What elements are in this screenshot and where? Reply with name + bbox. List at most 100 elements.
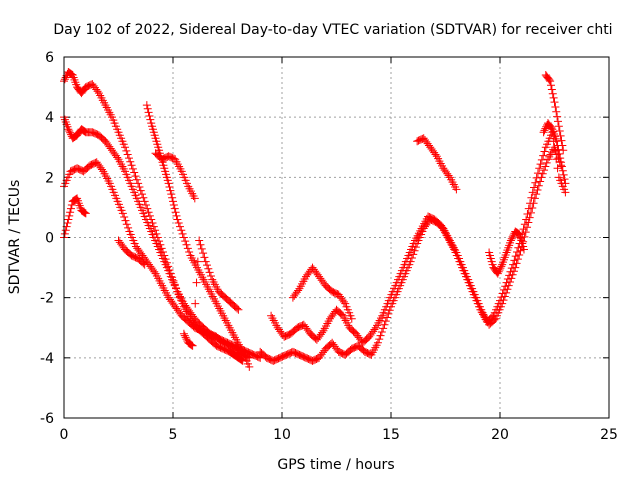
data-point-marker xyxy=(64,215,73,224)
data-point-marker xyxy=(139,259,148,268)
data-point-marker xyxy=(376,331,385,340)
data-point-marker xyxy=(384,309,393,318)
data-point-marker xyxy=(497,293,506,302)
data-point-marker xyxy=(189,320,198,329)
data-point-marker xyxy=(171,208,180,217)
data-point-marker xyxy=(514,243,523,252)
data-point-marker xyxy=(540,126,549,135)
data-point-marker xyxy=(143,204,152,213)
data-point-marker xyxy=(199,249,208,258)
data-point-marker xyxy=(128,164,137,173)
data-point-marker xyxy=(547,81,556,90)
data-point-marker xyxy=(507,234,516,243)
data-point-marker xyxy=(507,264,516,273)
data-point-marker xyxy=(61,226,70,235)
data-point-marker xyxy=(168,193,177,202)
y-tick-label: -2 xyxy=(40,291,54,307)
data-point-marker xyxy=(183,244,192,253)
data-point-marker xyxy=(186,340,195,349)
data-point-marker xyxy=(167,190,176,199)
data-point-marker xyxy=(113,153,122,162)
data-point-marker xyxy=(503,275,512,284)
data-point-marker xyxy=(547,85,556,94)
series-track-n xyxy=(485,227,528,278)
data-point-marker xyxy=(385,306,394,315)
y-tick-label: -6 xyxy=(40,411,54,427)
data-point-marker xyxy=(204,264,213,273)
series-track-a xyxy=(60,68,247,365)
series-track-g xyxy=(179,236,243,350)
data-point-marker xyxy=(537,155,546,164)
data-point-marker xyxy=(132,175,141,184)
x-tick-label: 5 xyxy=(169,427,178,443)
data-point-marker xyxy=(124,223,133,232)
data-point-marker xyxy=(122,220,131,229)
x-tick-label: 0 xyxy=(60,427,69,443)
data-point-marker xyxy=(165,182,174,191)
data-point-marker xyxy=(541,162,550,171)
y-tick-label: 6 xyxy=(45,50,54,66)
data-point-marker xyxy=(177,226,186,235)
data-point-marker xyxy=(509,260,518,269)
data-point-marker xyxy=(164,179,173,188)
data-point-marker xyxy=(508,232,517,241)
data-point-marker xyxy=(234,305,243,314)
data-point-marker xyxy=(141,201,150,210)
data-point-marker xyxy=(200,253,209,262)
data-point-marker xyxy=(179,233,188,242)
data-point-marker xyxy=(560,175,569,184)
data-point-marker xyxy=(530,194,539,203)
data-point-marker xyxy=(540,147,549,156)
data-point-marker xyxy=(561,188,570,197)
data-point-marker xyxy=(553,112,562,121)
data-point-marker xyxy=(233,304,242,313)
data-point-marker xyxy=(499,285,508,294)
data-point-marker xyxy=(196,240,205,249)
y-tick-label: 2 xyxy=(45,170,54,186)
data-point-marker xyxy=(170,204,179,213)
data-point-marker xyxy=(381,317,390,326)
data-point-marker xyxy=(139,193,148,202)
data-point-marker xyxy=(65,211,74,220)
data-point-marker xyxy=(145,111,154,120)
data-point-marker xyxy=(140,260,149,269)
data-point-marker xyxy=(377,327,386,336)
data-point-marker xyxy=(409,250,418,259)
y-tick-label: 4 xyxy=(45,110,54,126)
data-point-marker xyxy=(370,325,379,334)
data-point-marker xyxy=(551,102,560,111)
data-point-marker xyxy=(126,157,135,166)
data-point-marker xyxy=(203,261,212,270)
data-point-marker xyxy=(539,151,548,160)
data-point-marker xyxy=(538,169,547,178)
data-point-marker xyxy=(519,225,528,234)
data-point-marker xyxy=(142,101,151,110)
data-point-marker xyxy=(182,335,191,344)
data-point-marker xyxy=(205,268,214,277)
data-point-marker xyxy=(525,213,534,222)
data-point-marker xyxy=(120,213,129,222)
series-track-j xyxy=(288,263,356,323)
data-point-marker xyxy=(561,179,570,188)
data-point-marker xyxy=(559,146,568,155)
data-point-marker xyxy=(502,278,511,287)
data-point-marker xyxy=(66,204,75,213)
chart-title: Day 102 of 2022, Sidereal Day-to-day VTE… xyxy=(53,22,612,38)
data-point-marker xyxy=(553,117,562,126)
data-point-marker xyxy=(60,75,69,84)
data-point-marker xyxy=(192,278,201,287)
data-point-marker xyxy=(172,211,181,220)
data-point-marker xyxy=(547,123,556,132)
data-point-marker xyxy=(526,208,535,217)
data-point-marker xyxy=(66,208,75,217)
data-point-marker xyxy=(511,252,520,261)
x-tick-label: 20 xyxy=(491,427,509,443)
data-point-marker xyxy=(72,194,81,203)
data-point-marker xyxy=(514,229,523,238)
data-point-marker xyxy=(558,141,567,150)
data-point-marker xyxy=(138,190,147,199)
data-point-marker xyxy=(553,164,562,173)
data-point-marker xyxy=(206,272,215,281)
data-point-marker xyxy=(488,312,497,321)
